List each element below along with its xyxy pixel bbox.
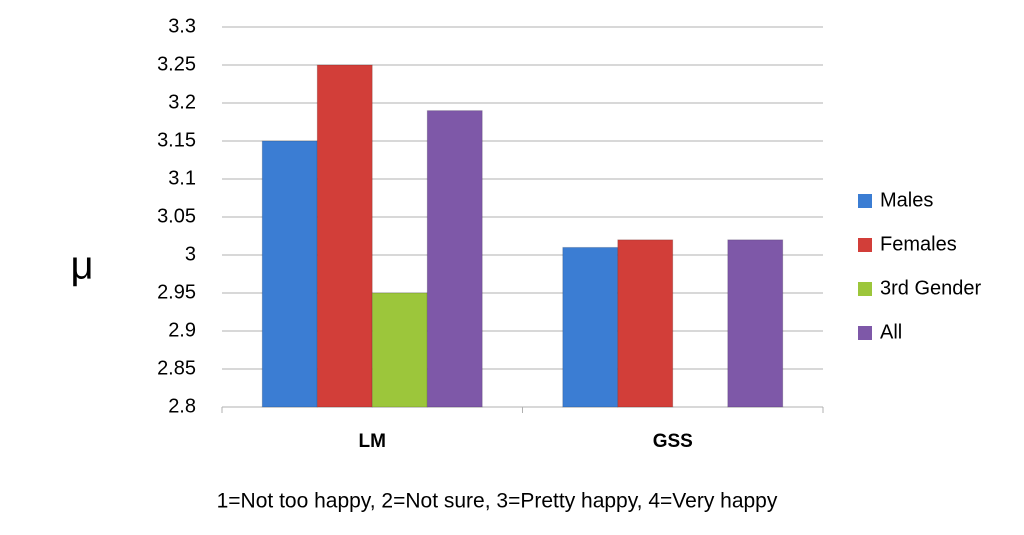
x-axis-label: 1=Not too happy, 2=Not sure, 3=Pretty ha… — [217, 490, 778, 513]
y-tick-label: 2.85 — [157, 357, 196, 379]
y-tick-label: 3.1 — [168, 167, 196, 189]
bar — [316, 64, 373, 408]
legend-swatch — [858, 238, 872, 252]
x-tick-label: LM — [359, 431, 386, 452]
bar — [617, 239, 674, 408]
legend-swatch — [858, 326, 872, 340]
bar — [371, 292, 428, 408]
bar — [562, 246, 619, 408]
legend-label: Females — [880, 233, 957, 255]
legend-swatch — [858, 194, 872, 208]
bar — [261, 140, 318, 408]
legend-label: Males — [880, 189, 933, 211]
y-tick-label: 3.05 — [157, 205, 196, 227]
y-tick-label: 2.95 — [157, 281, 196, 303]
y-tick-label: 3.2 — [168, 91, 196, 113]
x-tick-label: GSS — [653, 431, 693, 452]
y-tick-label: 3 — [185, 243, 196, 265]
legend-label: 3rd Gender — [880, 277, 982, 299]
y-tick-label: 2.8 — [168, 395, 196, 417]
y-tick-label: 3.25 — [157, 53, 196, 75]
legend-swatch — [858, 282, 872, 296]
bar — [727, 239, 784, 408]
y-tick-label: 2.9 — [168, 319, 196, 341]
y-tick-label: 3.15 — [157, 129, 196, 151]
legend-label: All — [880, 321, 902, 343]
bar — [426, 110, 483, 408]
y-axis-label: μ — [70, 244, 93, 288]
y-tick-label: 3.3 — [168, 15, 196, 37]
